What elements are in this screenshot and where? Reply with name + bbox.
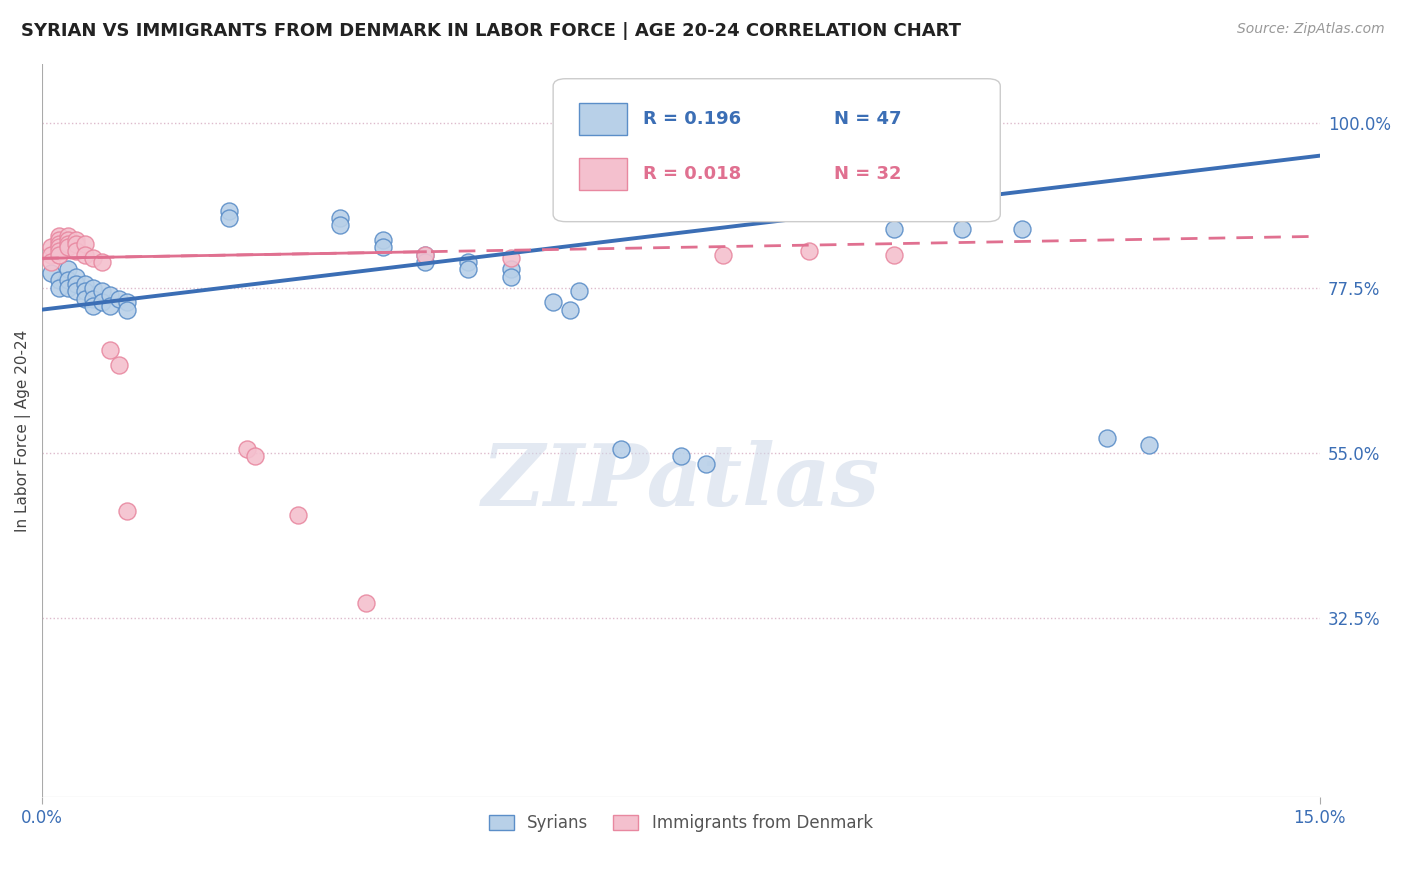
Point bbox=[117, 302, 139, 317]
Point bbox=[415, 247, 437, 261]
Point bbox=[48, 273, 70, 287]
Point bbox=[371, 240, 394, 254]
Point bbox=[950, 222, 973, 236]
Point bbox=[65, 277, 87, 291]
Y-axis label: In Labor Force | Age 20-24: In Labor Force | Age 20-24 bbox=[15, 329, 31, 532]
Point bbox=[117, 295, 139, 310]
Text: N = 32: N = 32 bbox=[834, 165, 901, 183]
Point bbox=[82, 280, 104, 294]
Point bbox=[39, 255, 62, 269]
Point bbox=[98, 343, 121, 357]
Point bbox=[797, 244, 820, 258]
Point bbox=[90, 255, 112, 269]
Point bbox=[329, 219, 352, 233]
Point bbox=[329, 211, 352, 225]
Point bbox=[568, 285, 591, 299]
Point bbox=[82, 299, 104, 313]
Point bbox=[695, 457, 717, 471]
Point bbox=[65, 236, 87, 251]
Text: ZIPatlas: ZIPatlas bbox=[482, 440, 880, 524]
FancyBboxPatch shape bbox=[553, 78, 1000, 222]
Point bbox=[48, 240, 70, 254]
Point bbox=[1011, 222, 1033, 236]
Point bbox=[56, 240, 79, 254]
Point bbox=[48, 280, 70, 294]
FancyBboxPatch shape bbox=[579, 158, 627, 190]
Point bbox=[56, 262, 79, 277]
Point bbox=[56, 229, 79, 244]
Text: N = 47: N = 47 bbox=[834, 110, 901, 128]
Point bbox=[1095, 431, 1118, 445]
Point bbox=[218, 211, 240, 225]
Legend: Syrians, Immigrants from Denmark: Syrians, Immigrants from Denmark bbox=[481, 805, 882, 840]
Point bbox=[883, 247, 905, 261]
Point bbox=[65, 285, 87, 299]
Point bbox=[772, 153, 794, 167]
Text: Source: ZipAtlas.com: Source: ZipAtlas.com bbox=[1237, 22, 1385, 37]
Point bbox=[117, 504, 139, 518]
Point bbox=[39, 266, 62, 280]
Point bbox=[218, 203, 240, 218]
Text: SYRIAN VS IMMIGRANTS FROM DENMARK IN LABOR FORCE | AGE 20-24 CORRELATION CHART: SYRIAN VS IMMIGRANTS FROM DENMARK IN LAB… bbox=[21, 22, 962, 40]
Point bbox=[90, 285, 112, 299]
Point bbox=[669, 449, 692, 463]
Point bbox=[82, 292, 104, 306]
Point bbox=[48, 247, 70, 261]
Point bbox=[56, 280, 79, 294]
Point bbox=[415, 255, 437, 269]
Text: R = 0.018: R = 0.018 bbox=[643, 165, 741, 183]
Point bbox=[499, 269, 522, 284]
Point bbox=[541, 295, 564, 310]
Point bbox=[73, 236, 96, 251]
Point bbox=[98, 299, 121, 313]
Point bbox=[610, 442, 633, 456]
Point bbox=[56, 233, 79, 247]
Point bbox=[499, 252, 522, 266]
Point bbox=[90, 295, 112, 310]
Point bbox=[1137, 438, 1160, 452]
Point bbox=[65, 244, 87, 258]
Point bbox=[56, 236, 79, 251]
FancyBboxPatch shape bbox=[579, 103, 627, 136]
Point bbox=[82, 252, 104, 266]
Point bbox=[73, 292, 96, 306]
Point bbox=[287, 508, 309, 522]
Point bbox=[48, 236, 70, 251]
Point bbox=[415, 247, 437, 261]
Point bbox=[65, 233, 87, 247]
Point bbox=[243, 449, 266, 463]
Point bbox=[107, 292, 129, 306]
Point bbox=[48, 244, 70, 258]
Point bbox=[107, 358, 129, 372]
Point bbox=[73, 285, 96, 299]
Point bbox=[48, 229, 70, 244]
Point bbox=[39, 247, 62, 261]
Point bbox=[755, 145, 778, 159]
Point bbox=[73, 277, 96, 291]
Point bbox=[713, 247, 735, 261]
Point bbox=[56, 273, 79, 287]
Point bbox=[499, 262, 522, 277]
Point bbox=[65, 269, 87, 284]
Point bbox=[560, 302, 582, 317]
Point bbox=[354, 596, 377, 610]
Point bbox=[371, 233, 394, 247]
Point bbox=[883, 222, 905, 236]
Point bbox=[457, 262, 479, 277]
Point bbox=[73, 247, 96, 261]
Point bbox=[457, 255, 479, 269]
Point bbox=[98, 288, 121, 302]
Point bbox=[48, 233, 70, 247]
Point bbox=[39, 240, 62, 254]
Point bbox=[235, 442, 257, 456]
Text: R = 0.196: R = 0.196 bbox=[643, 110, 741, 128]
